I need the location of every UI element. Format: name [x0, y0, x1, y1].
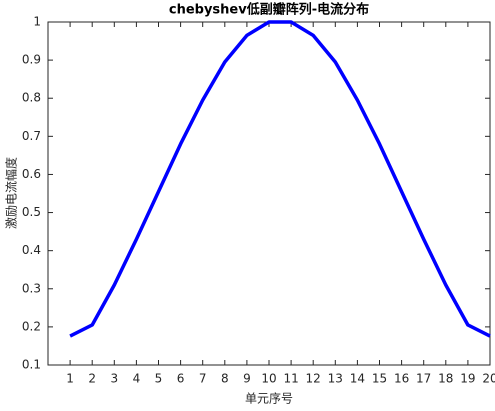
x-tick-label: 20 — [482, 372, 495, 386]
y-tick-label: 0.5 — [22, 205, 41, 219]
x-tick-label: 13 — [328, 372, 343, 386]
x-axis-label: 单元序号 — [245, 391, 293, 406]
x-tick-label: 4 — [133, 372, 141, 386]
x-tick-label: 6 — [177, 372, 185, 386]
x-tick-label: 3 — [110, 372, 118, 386]
x-tick-label: 11 — [283, 372, 298, 386]
y-tick-label: 0.9 — [22, 53, 41, 67]
y-tick-label: 0.1 — [22, 358, 41, 372]
x-tick-label: 16 — [394, 372, 409, 386]
data-line — [69, 20, 491, 338]
y-tick-label: 0.7 — [22, 129, 41, 143]
x-tick-label: 15 — [372, 372, 387, 386]
x-tick-label: 19 — [460, 372, 475, 386]
y-axis-label: 激励电流幅度 — [4, 157, 19, 229]
x-tick-label: 2 — [88, 372, 96, 386]
x-tick-label: 5 — [155, 372, 163, 386]
x-tick-label: 17 — [416, 372, 431, 386]
x-tick-label: 18 — [438, 372, 453, 386]
x-tick-label: 1 — [66, 372, 74, 386]
y-tick-label: 0.3 — [22, 281, 41, 295]
y-tick-label: 0.4 — [22, 243, 41, 257]
x-tick-label: 10 — [261, 372, 276, 386]
y-tick-label: 0.8 — [22, 91, 41, 105]
chart-title: chebyshev低副瓣阵列-电流分布 — [169, 2, 369, 18]
y-tick-label: 0.2 — [22, 319, 41, 333]
x-tick-label: 7 — [199, 372, 207, 386]
x-tick-label: 8 — [221, 372, 229, 386]
x-tick-label: 9 — [243, 372, 251, 386]
y-tick-label: 1 — [33, 15, 41, 29]
x-tick-label: 14 — [350, 372, 365, 386]
y-tick-label: 0.6 — [22, 167, 41, 181]
x-tick-label: 12 — [306, 372, 321, 386]
